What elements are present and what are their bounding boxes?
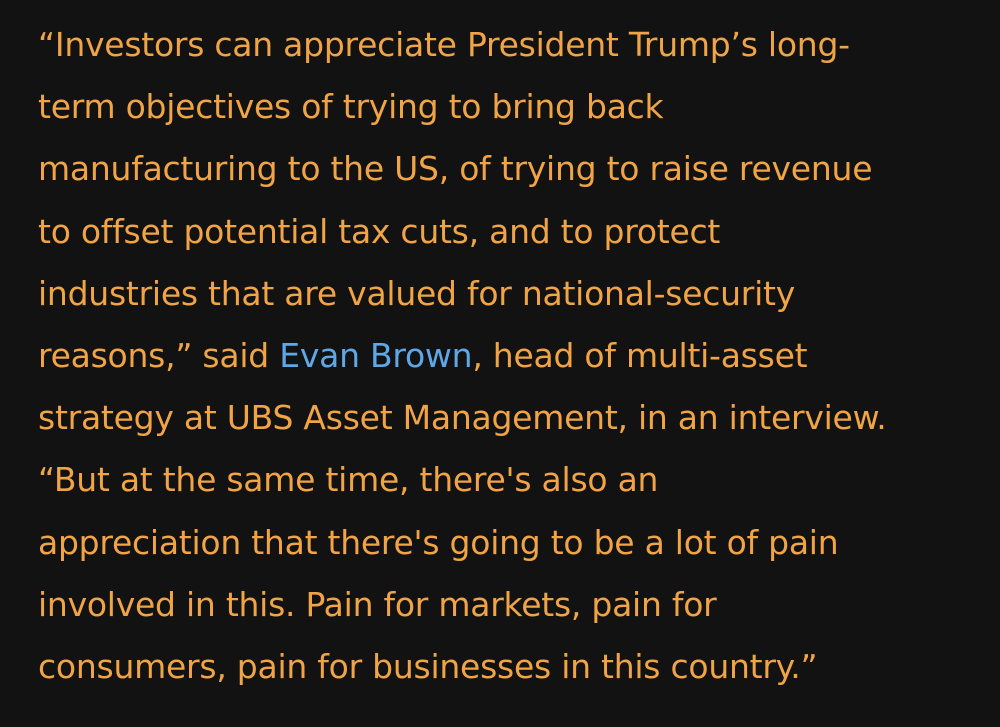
text-line-8: “But at the same time, there's also an [38, 460, 659, 500]
text-line-1: “Investors can appreciate President Trum… [38, 25, 850, 64]
text-line-9: appreciation that there's going to be a … [38, 522, 839, 562]
text-line-2: term objectives of trying to bring back [38, 87, 664, 127]
text-line-11: consumers, pain for businesses in this c… [38, 647, 818, 687]
text-line-7: strategy at UBS Asset Management, in an … [38, 398, 887, 438]
text-line-5: industries that are valued for national-… [38, 273, 796, 313]
text-before-link: reasons,” said [38, 336, 280, 376]
evan-brown-link[interactable]: Evan Brown [279, 336, 473, 376]
quote-paragraph: “Investors can appreciate President Trum… [38, 14, 980, 698]
text-line-4: to offset potential tax cuts, and to pro… [38, 211, 721, 251]
text-line-3: manufacturing to the US, of trying to ra… [38, 149, 873, 189]
text-after-link: , head of multi-asset [472, 336, 808, 376]
text-line-10: involved in this. Pain for markets, pain… [38, 584, 717, 624]
text-line-6: reasons,” said Evan Brown, head of multi… [38, 325, 980, 387]
